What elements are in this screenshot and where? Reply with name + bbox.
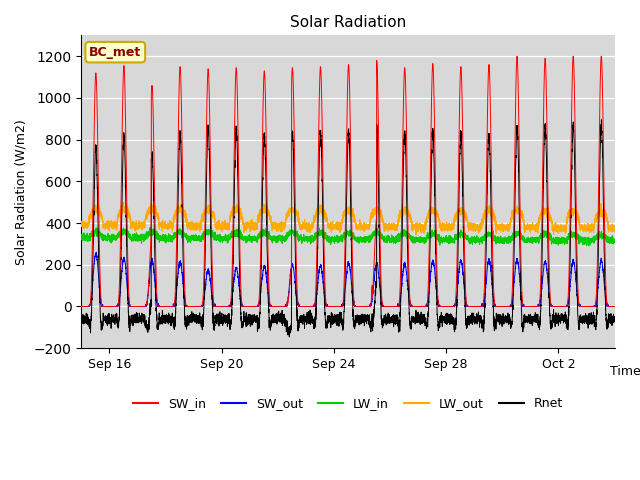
Legend: SW_in, SW_out, LW_in, LW_out, Rnet: SW_in, SW_out, LW_in, LW_out, Rnet	[128, 392, 568, 415]
Text: BC_met: BC_met	[89, 46, 141, 59]
Y-axis label: Solar Radiation (W/m2): Solar Radiation (W/m2)	[15, 119, 28, 264]
X-axis label: Time: Time	[610, 365, 640, 378]
Title: Solar Radiation: Solar Radiation	[290, 15, 406, 30]
